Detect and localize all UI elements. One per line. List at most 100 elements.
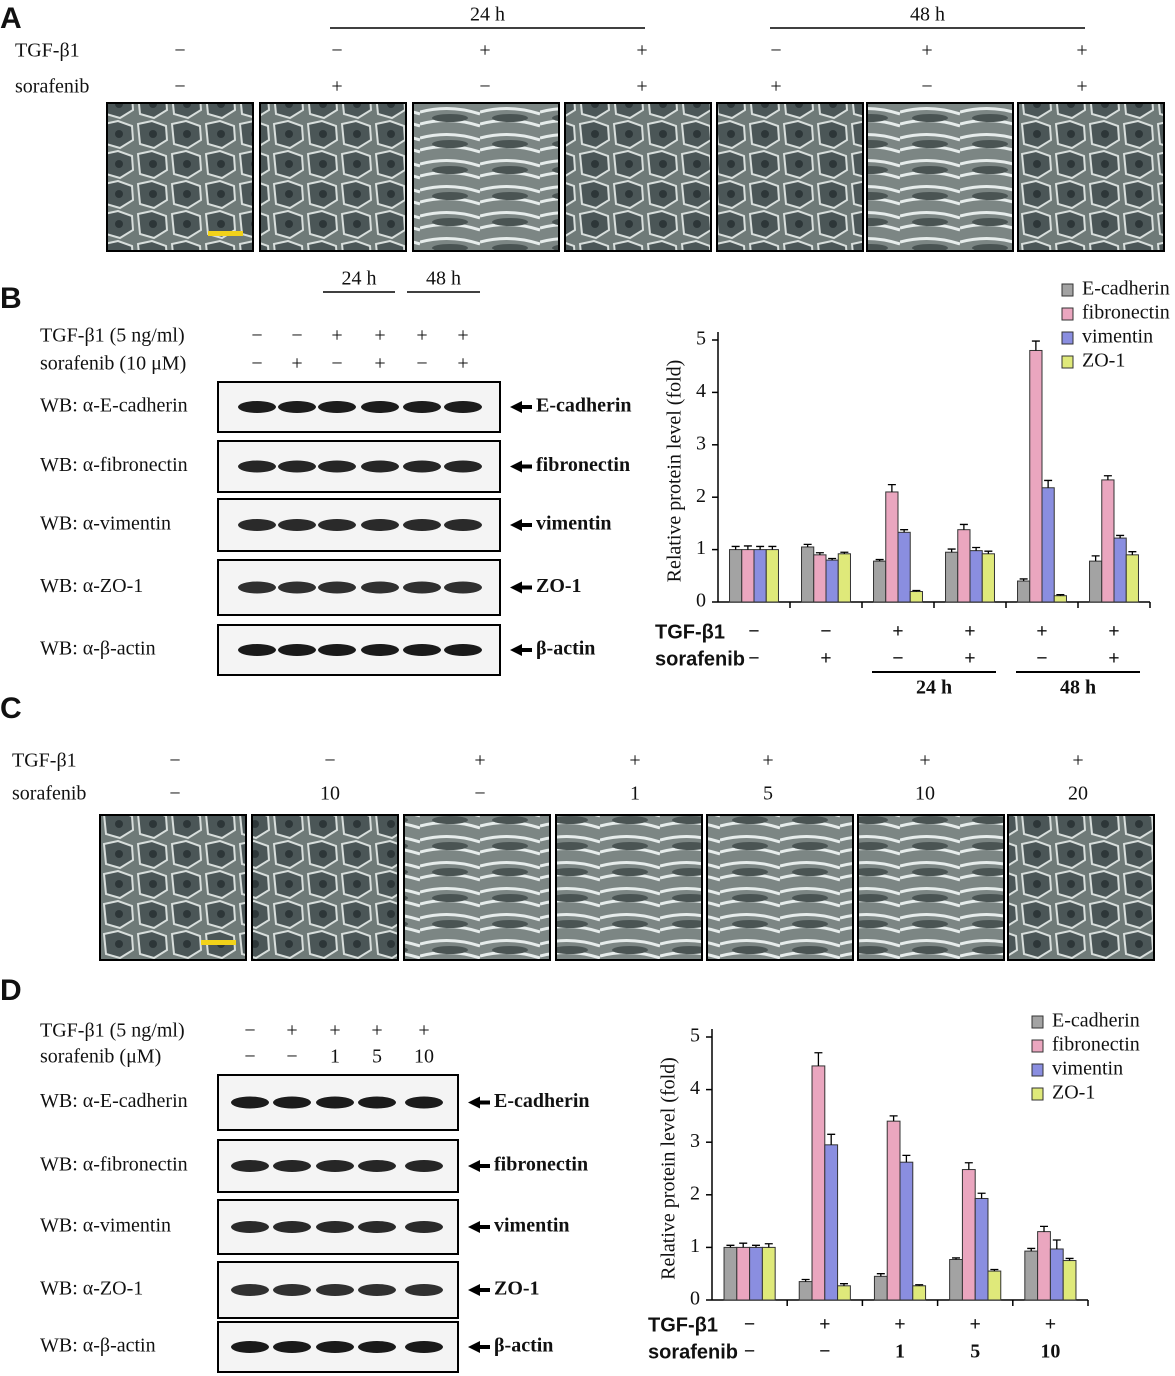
- blot-band: [405, 1341, 443, 1353]
- condition-name: TGF-β1: [655, 621, 725, 643]
- bar: [899, 1161, 914, 1301]
- bar: [981, 553, 995, 603]
- bar: [723, 1246, 738, 1301]
- blot-band: [405, 1221, 443, 1233]
- legend-label: E-cadherin: [1082, 278, 1170, 300]
- error-bar: [815, 552, 824, 555]
- legend-swatch: [1061, 355, 1074, 369]
- condition-label: +: [894, 1314, 905, 1336]
- condition-sign: −: [416, 353, 427, 375]
- blot-band: [444, 519, 482, 531]
- condition-sign: 20: [1068, 783, 1088, 805]
- blot-band: [403, 644, 441, 656]
- legend-label: vimentin: [1052, 1058, 1123, 1080]
- condition-sign: −: [244, 1020, 255, 1042]
- condition-label: −: [748, 648, 759, 670]
- legend-label: fibronectin: [1052, 1034, 1140, 1056]
- blot-band: [403, 581, 441, 594]
- condition-label: 10: [1040, 1341, 1060, 1363]
- blot-band: [358, 1096, 396, 1109]
- error-bar: [947, 548, 956, 553]
- error-bar: [827, 1133, 836, 1145]
- condition-label: −: [819, 1341, 830, 1363]
- bar: [765, 549, 779, 603]
- bar: [837, 553, 851, 603]
- target-label: ZO-1: [536, 575, 582, 597]
- antibody-label: WB: α-ZO-1: [40, 1278, 143, 1300]
- condition-label: +: [1036, 621, 1047, 643]
- blot-band: [361, 519, 399, 531]
- y-tick-label: 5: [696, 328, 706, 350]
- condition-sign: 10: [915, 783, 935, 805]
- condition-sign: −: [324, 750, 335, 772]
- blot-band: [358, 1341, 396, 1353]
- legend-label: vimentin: [1082, 326, 1153, 348]
- bar: [837, 1285, 851, 1301]
- bar: [749, 1246, 763, 1301]
- condition-sign: +: [1076, 76, 1087, 98]
- legend-swatch: [1031, 1039, 1044, 1053]
- bar: [969, 550, 983, 603]
- condition-sign: 1: [330, 1046, 340, 1068]
- arrow: [510, 460, 532, 473]
- blot-band: [316, 1096, 354, 1109]
- condition-sign: +: [457, 325, 468, 347]
- y-tick-label: 1: [696, 537, 706, 559]
- condition-label: 5: [970, 1341, 980, 1363]
- target-label: β-actin: [494, 1335, 553, 1357]
- y-tick-label: 0: [690, 1288, 700, 1310]
- bar: [813, 554, 827, 603]
- condition-sign: 10: [320, 783, 340, 805]
- micrograph: [403, 814, 551, 961]
- antibody-label: WB: α-E-cadherin: [40, 395, 188, 417]
- blot-band: [278, 644, 316, 656]
- antibody-label: WB: α-fibronectin: [40, 1154, 188, 1176]
- y-tick-label: 3: [690, 1130, 700, 1152]
- error-bar: [1065, 1257, 1074, 1261]
- condition-label: +: [964, 648, 975, 670]
- bar: [801, 546, 815, 603]
- condition-name: TGF-β1: [12, 750, 77, 772]
- blot-band: [318, 460, 356, 473]
- blot-band: [318, 519, 356, 531]
- error-bar: [801, 1278, 810, 1282]
- condition-sign: +: [418, 1020, 429, 1042]
- error-bar: [875, 558, 884, 562]
- micrograph: [1017, 102, 1165, 252]
- blot-band: [316, 1341, 354, 1353]
- blot-band: [278, 519, 316, 531]
- time-label: 24 h: [470, 4, 505, 26]
- error-bar: [959, 523, 968, 530]
- blot-band: [403, 460, 441, 473]
- condition-sign: +: [1076, 40, 1087, 62]
- error-bar: [876, 1273, 885, 1277]
- arrow: [510, 644, 532, 656]
- condition-sign: −: [244, 1046, 255, 1068]
- error-bar: [1103, 475, 1112, 480]
- panel-label: D: [0, 974, 22, 1007]
- condition-name: TGF-β1: [15, 40, 80, 62]
- error-bar: [768, 545, 777, 550]
- legend-label: ZO-1: [1082, 350, 1125, 372]
- y-tick-label: 2: [690, 1182, 700, 1204]
- arrow: [510, 581, 532, 594]
- error-bar: [764, 1243, 773, 1248]
- condition-sign: +: [331, 76, 342, 98]
- y-tick-label: 4: [696, 380, 706, 402]
- bar: [1089, 560, 1103, 603]
- legend-swatch: [1061, 307, 1074, 321]
- condition-sign: +: [921, 40, 932, 62]
- blot-band: [273, 1221, 311, 1233]
- blot-band: [278, 460, 316, 473]
- condition-label: +: [1108, 621, 1119, 643]
- condition-label: −: [820, 621, 831, 643]
- blot-band: [273, 1096, 311, 1109]
- target-label: fibronectin: [536, 454, 630, 476]
- micrograph: [259, 102, 407, 252]
- y-tick-label: 1: [690, 1235, 700, 1257]
- micrograph: [99, 814, 247, 961]
- bar: [987, 1270, 1002, 1301]
- error-bar: [952, 1257, 961, 1260]
- antibody-label: WB: α-vimentin: [40, 513, 171, 535]
- y-axis-label: Relative protein level (fold): [658, 1057, 680, 1280]
